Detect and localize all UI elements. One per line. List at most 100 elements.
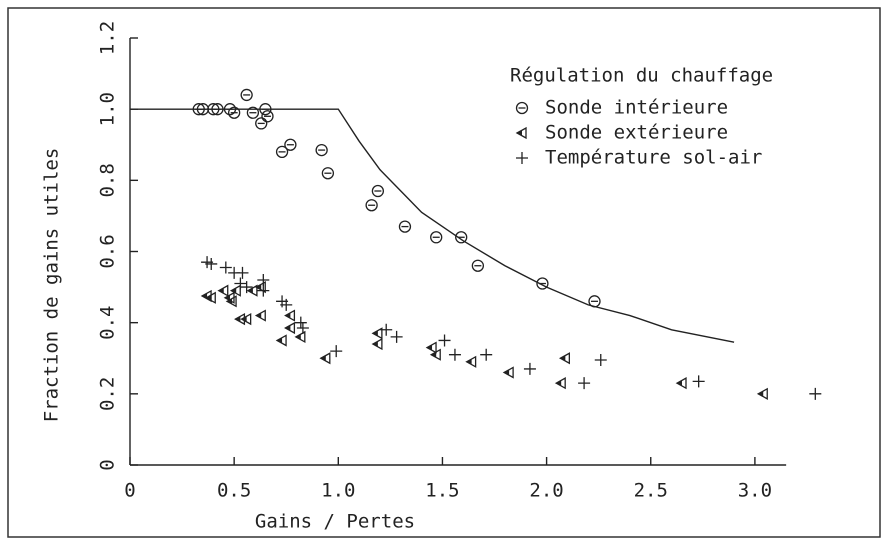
- marker-fill: [372, 341, 378, 347]
- x-tick-label: 2.0: [529, 480, 563, 502]
- marker-circle: [259, 103, 272, 116]
- marker-fill: [466, 359, 472, 365]
- marker-circle: [515, 101, 529, 115]
- marker-circle: [227, 106, 241, 119]
- marker-ring: [223, 103, 237, 116]
- marker-plus: [294, 316, 307, 329]
- marker-triangle: [229, 284, 241, 297]
- marker-ring: [240, 88, 253, 102]
- legend-title: Régulation du chauffage: [510, 65, 773, 87]
- x-tick-label: 3.0: [738, 480, 772, 502]
- marker-triangle: [294, 330, 306, 344]
- marker-ring: [261, 110, 274, 123]
- frame: [7, 7, 881, 538]
- y-tick-label: 0.2: [97, 377, 119, 411]
- marker-plus: [480, 348, 493, 361]
- marker-fill: [517, 130, 522, 136]
- marker-circle: [240, 88, 253, 102]
- marker-fill: [235, 316, 241, 322]
- marker-plus: [448, 348, 461, 361]
- marker-plus: [240, 281, 253, 294]
- marker-ring: [259, 103, 272, 116]
- marker-triangle: [246, 284, 258, 297]
- marker-plus: [809, 387, 822, 400]
- marker-ring: [430, 231, 443, 244]
- marker-plus: [257, 284, 270, 297]
- marker-triangle: [204, 291, 216, 304]
- marker-fill: [241, 316, 247, 322]
- marker-fill: [256, 284, 262, 290]
- marker-fill: [427, 344, 433, 351]
- marker-plus: [205, 257, 218, 270]
- marker-triangle: [515, 126, 527, 140]
- x-tick-label: 0: [124, 480, 135, 502]
- marker-plus: [692, 375, 705, 388]
- marker-circle: [371, 184, 385, 198]
- marker-circle: [284, 138, 297, 151]
- marker-fill: [256, 312, 262, 319]
- marker-plus: [438, 334, 451, 347]
- marker-fill: [206, 294, 212, 301]
- marker-plus: [294, 316, 307, 329]
- marker-circle: [255, 117, 268, 130]
- marker-fill: [285, 325, 291, 331]
- marker-ring: [365, 199, 378, 212]
- marker-plus: [236, 266, 249, 279]
- marker-plus: [236, 266, 249, 279]
- curve: [130, 108, 735, 343]
- marker-ring: [515, 101, 529, 115]
- marker-plus: [516, 152, 528, 164]
- y-tick-label: 0.6: [97, 234, 119, 268]
- marker-ring: [284, 138, 297, 151]
- marker-plus: [390, 330, 403, 343]
- marker-circle: [455, 231, 468, 244]
- marker-triangle: [675, 377, 687, 390]
- marker-circle: [321, 167, 335, 180]
- marker-fill: [231, 287, 237, 294]
- marker-triangle: [284, 309, 296, 322]
- marker-circle: [430, 231, 443, 244]
- marker-plus: [219, 261, 232, 274]
- x-tick-label: 1.0: [321, 480, 355, 502]
- marker-ring: [227, 106, 241, 119]
- marker-triangle: [254, 309, 266, 322]
- marker-fill: [504, 369, 510, 376]
- marker-ring: [471, 259, 485, 272]
- marker-triangle: [217, 284, 229, 297]
- marker-plus: [257, 273, 270, 286]
- marker-fill: [758, 391, 764, 397]
- marker-plus: [240, 281, 253, 294]
- marker-plus: [219, 261, 232, 274]
- marker-triangle: [225, 295, 237, 308]
- legend-label: Sonde intérieure: [545, 97, 728, 119]
- marker-triangle: [429, 348, 441, 361]
- y-tick-label: 1.0: [97, 92, 119, 126]
- legend-label: Sonde extérieure: [545, 122, 728, 144]
- marker-circle: [211, 103, 224, 116]
- y-tick-label: 1.2: [97, 21, 119, 55]
- marker-triangle: [554, 377, 566, 390]
- legend-label: Température sol-air: [545, 147, 762, 169]
- marker-triangle: [319, 352, 331, 365]
- marker-plus: [257, 284, 270, 297]
- marker-triangle: [371, 337, 383, 351]
- y-tick-label: 0.4: [97, 306, 119, 340]
- marker-triangle: [465, 355, 477, 368]
- marker-plus: [234, 277, 247, 290]
- marker-plus: [280, 298, 293, 311]
- marker-plus: [480, 348, 493, 361]
- marker-fill: [247, 287, 253, 294]
- marker-triangle: [254, 280, 266, 294]
- marker-plus: [523, 362, 536, 375]
- marker-ring: [255, 117, 268, 130]
- marker-plus: [296, 322, 309, 335]
- marker-triangle: [502, 366, 514, 379]
- marker-triangle: [275, 334, 287, 347]
- x-tick-label: 2.5: [634, 480, 668, 502]
- marker-plus: [594, 354, 607, 367]
- marker-plus: [448, 348, 461, 361]
- marker-ring: [371, 184, 385, 198]
- marker-plus: [809, 387, 822, 400]
- marker-ring: [588, 295, 601, 308]
- y-axis-label: Fraction de gains utiles: [41, 148, 63, 423]
